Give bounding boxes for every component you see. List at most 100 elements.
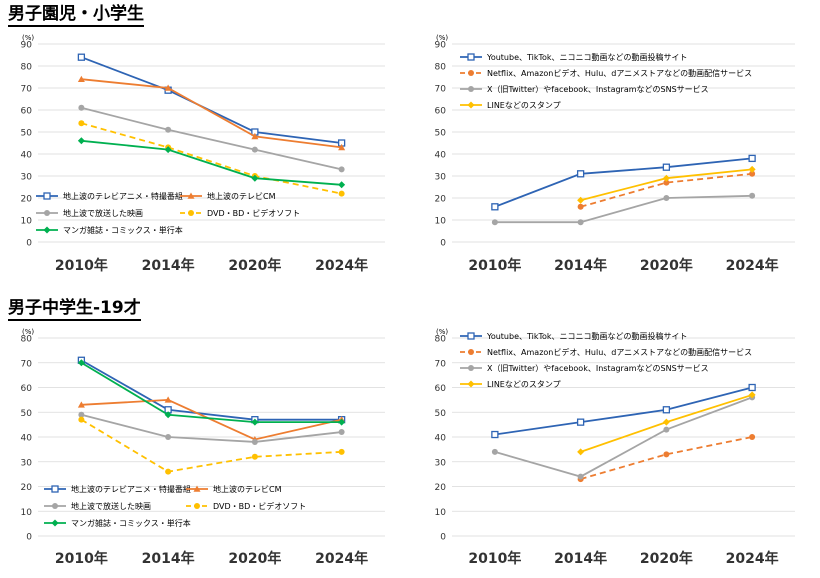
y-tick-label: 40 [435, 434, 447, 444]
series-4 [577, 391, 756, 456]
legend: Youtube、TikTok、ニコニコ動画などの動画投稿サイト Netflix、A… [460, 52, 752, 110]
unit-label: (%) [22, 328, 34, 336]
legend-label: X（旧Twitter）やfacebook、InstagramなどのSNSサービス [487, 364, 709, 373]
series-3 [78, 104, 345, 173]
legend-label: 地上波のテレビCM [213, 484, 282, 494]
data-point [748, 391, 756, 399]
legend-item: DVD・BD・ビデオソフト [186, 501, 306, 511]
series-line [80, 361, 342, 424]
legend-marker [468, 365, 474, 371]
chart-teens-media: 0 10 20 30 40 50 60 70 80(%) 2010年 2014年 2020年 2024年… [21, 328, 385, 567]
data-point [78, 120, 85, 127]
legend-item: Youtube、TikTok、ニコニコ動画などの動画投稿サイト [460, 52, 688, 62]
data-point [338, 166, 345, 173]
series-line [81, 78, 342, 149]
y-tick-label: 30 [21, 458, 33, 468]
y-tick-label: 70 [435, 85, 447, 95]
data-point [338, 448, 345, 455]
data-point [662, 418, 670, 426]
series-2 [577, 434, 756, 483]
series-line [494, 396, 753, 478]
x-tick-label: 2020年 [228, 550, 281, 567]
series-4 [577, 165, 756, 204]
y-tick-label: 80 [21, 335, 33, 345]
series-line [81, 106, 342, 171]
y-tick-label: 0 [440, 533, 446, 543]
data-point [251, 174, 259, 182]
legend-label: 地上波で放送した映画 [63, 208, 143, 218]
data-point [251, 438, 258, 445]
data-point [164, 396, 172, 403]
series-line [494, 386, 753, 436]
legend-label: マンガ雑誌・コミックス・単行本 [63, 225, 183, 235]
legend-item: 地上波で放送した映画 [36, 208, 143, 218]
legend-label: LINEなどのスタンプ [487, 101, 561, 110]
series-5 [77, 359, 346, 426]
data-point [338, 143, 346, 151]
x-tick-label: 2024年 [315, 550, 368, 567]
y-tick-label: 60 [435, 384, 447, 394]
legend-label: 地上波で放送した映画 [71, 501, 151, 511]
legend-marker [43, 192, 51, 200]
data-point [663, 451, 670, 458]
legend-item: マンガ雑誌・コミックス・単行本 [44, 518, 191, 528]
series-line [80, 418, 342, 473]
data-point [748, 165, 756, 173]
series-2 [577, 170, 756, 210]
x-tick-label: 2010年 [55, 257, 108, 274]
y-tick-label: 10 [21, 508, 33, 518]
x-tick-label: 2014年 [142, 550, 195, 567]
y-tick-label: 50 [21, 409, 33, 419]
x-tick-label: 2020年 [640, 550, 693, 567]
y-tick-label: 0 [26, 239, 32, 249]
legend-marker [43, 226, 51, 234]
y-tick-label: 20 [21, 195, 33, 205]
legend-label: Youtube、TikTok、ニコニコ動画などの動画投稿サイト [486, 331, 688, 341]
series-line [81, 56, 342, 144]
data-point [338, 190, 345, 197]
y-tick-label: 50 [435, 129, 447, 139]
data-point [164, 146, 172, 154]
series-line [81, 139, 342, 186]
legend-marker [467, 101, 475, 109]
y-tick-label: 10 [435, 217, 447, 227]
y-tick-label: 10 [435, 508, 447, 518]
x-tick-label: 2010年 [468, 257, 521, 274]
data-point [491, 448, 498, 455]
series-5 [77, 137, 346, 189]
legend-marker [468, 349, 474, 355]
data-point [662, 174, 670, 182]
section-title-teens: 男子中学生-19才 [8, 298, 141, 321]
y-tick-label: 0 [26, 533, 32, 543]
data-point [663, 195, 670, 201]
series-line [80, 359, 342, 421]
legend-label: DVD・BD・ビデオソフト [207, 208, 300, 218]
x-tick-label: 2014年 [554, 257, 607, 274]
legend-item: Netflix、Amazonビデオ、Hulu、dアニメストアなどの動画配信サービ… [460, 347, 752, 357]
x-tick-label: 2024年 [726, 550, 779, 567]
data-point [749, 434, 756, 440]
data-point [491, 203, 499, 211]
data-point [491, 219, 498, 226]
data-point [338, 181, 346, 189]
legend-label: LINEなどのスタンプ [487, 380, 561, 389]
legend: Youtube、TikTok、ニコニコ動画などの動画投稿サイト Netflix、A… [460, 331, 752, 389]
data-point [77, 75, 85, 82]
y-tick-label: 30 [435, 173, 447, 183]
data-point [78, 411, 85, 418]
series-4 [78, 416, 345, 475]
data-point [577, 448, 585, 456]
legend-marker [193, 485, 201, 492]
data-point [748, 154, 756, 163]
x-tick-label: 2014年 [554, 550, 607, 567]
legend-marker [44, 210, 50, 216]
y-tick-label: 60 [435, 107, 447, 117]
section-title-children: 男子園児・小学生 [8, 4, 144, 27]
legend-item: LINEなどのスタンプ [460, 380, 561, 389]
data-point [577, 203, 584, 210]
legend-label: Netflix、Amazonビデオ、Hulu、dアニメストアなどの動画配信サービ… [487, 68, 752, 78]
data-point [491, 430, 499, 439]
legend-label: DVD・BD・ビデオソフト [213, 501, 306, 511]
data-point [576, 170, 585, 178]
legend-marker [52, 503, 58, 509]
